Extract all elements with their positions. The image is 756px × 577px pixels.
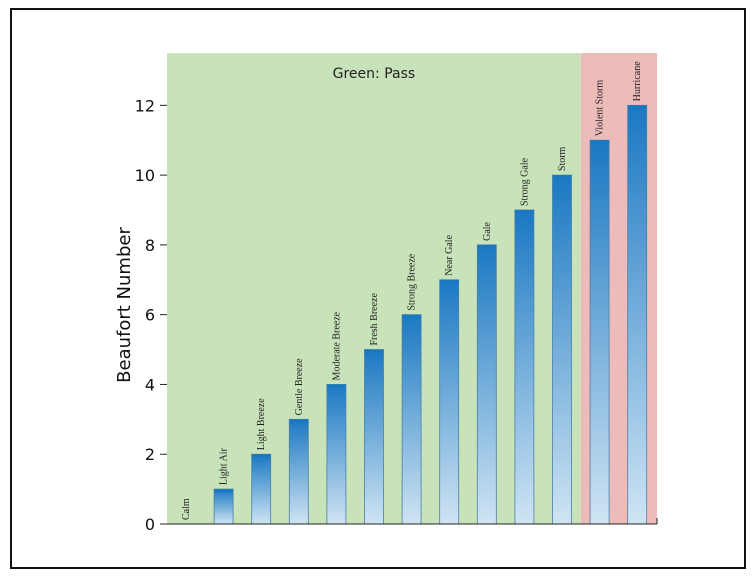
bar-cap-4 (326, 384, 346, 388)
bar-2 (251, 453, 272, 525)
y-tick-label-6: 12 (135, 96, 155, 115)
bar-label-5: Fresh Breeze (369, 293, 380, 346)
y-tick-label-5: 10 (135, 166, 155, 185)
bar-cap-8 (477, 244, 497, 248)
y-tick-label-3: 6 (145, 306, 155, 325)
bar-cap-3 (289, 419, 309, 423)
bar-label-3: Gentle Breeze (294, 358, 305, 415)
bar-4 (326, 384, 347, 525)
y-tick-label-1: 2 (145, 445, 155, 464)
zone-label-0: Green: Pass (333, 66, 416, 82)
axes-group: 0 2 4 6 8 10 12 (135, 96, 658, 534)
bar-7 (439, 279, 460, 525)
bar-label-4: Moderate Breeze (331, 311, 342, 380)
bar-label-1: Light Air (219, 447, 230, 485)
bar-label-12: Hurricane (632, 61, 643, 102)
bar-label-7: Near Gale (444, 234, 455, 275)
bar-label-6: Strong Breeze (407, 253, 418, 310)
bar-cap-11 (590, 140, 610, 144)
bar-cap-12 (627, 105, 647, 109)
y-tick-label-4: 8 (145, 236, 155, 255)
bar-cap-5 (364, 349, 384, 353)
bar-label-0: Calm (181, 498, 192, 520)
bar-5 (364, 349, 384, 525)
bar-3 (288, 418, 309, 525)
bar-6 (401, 314, 422, 525)
bar-10 (552, 174, 572, 525)
bars-group: Calm Light Air Light Breeze Gentle Breeze Mo… (181, 61, 648, 525)
bar-9 (514, 209, 535, 525)
bar-1 (213, 488, 234, 525)
bar-label-8: Gale (482, 221, 493, 240)
y-tick-label-2: 4 (145, 375, 155, 394)
bar-label-2: Light Breeze (256, 398, 267, 450)
bar-cap-7 (439, 279, 459, 283)
bar-label-9: Strong Gale (519, 157, 530, 206)
bar-label-11: Violent Storm (595, 80, 606, 137)
y-tick-label-0: 0 (145, 515, 155, 534)
bar-cap-2 (251, 454, 271, 458)
bar-label-10: Storm (557, 146, 568, 171)
bar-11 (589, 139, 610, 525)
bar-cap-9 (514, 210, 534, 213)
bar-cap-1 (214, 489, 234, 493)
bar-cap-10 (552, 175, 572, 179)
bar-8 (476, 244, 497, 525)
bar-12 (627, 104, 648, 525)
y-axis-label: Beaufort Number (114, 227, 135, 383)
bar-cap-6 (402, 314, 422, 318)
